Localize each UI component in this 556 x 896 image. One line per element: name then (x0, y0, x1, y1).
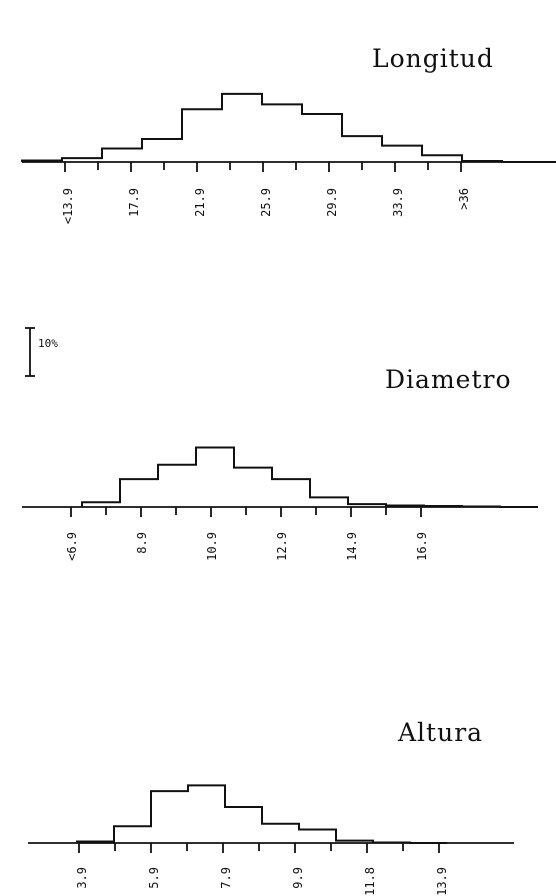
x-tick-label: <13.9 (61, 188, 75, 224)
histogram-bar (225, 807, 262, 843)
x-tick-label: 17.9 (127, 188, 141, 217)
histogram-outline (21, 92, 556, 163)
x-tick-label: 33.9 (391, 188, 405, 217)
histogram-bar (422, 155, 462, 162)
histogram-bar (234, 468, 272, 507)
x-tick-label: 13.9 (435, 867, 449, 896)
histogram-bar (310, 497, 348, 507)
histogram-bar (114, 826, 151, 843)
x-tick-label: 8.9 (135, 532, 149, 554)
x-tick-label: < 3.9 (75, 867, 89, 896)
x-tick-label: 29.9 (325, 188, 339, 217)
panel-longitud: <13.9 17.9 21.9 25.9 29.9 33.9 >36 Longitud (21, 44, 556, 224)
histogram-bar (262, 824, 299, 843)
histogram-bar (262, 104, 302, 162)
histogram-bar (188, 785, 225, 843)
x-tick-label: 9.9 (291, 867, 305, 889)
histogram-outline (76, 784, 447, 844)
histogram-bar (299, 830, 336, 843)
histogram-bar (182, 109, 222, 162)
histogram-bar (102, 149, 142, 162)
chart-title: Longitud (372, 44, 494, 73)
x-tick-label: 25.9 (259, 188, 273, 217)
x-tick-label: >36 (457, 188, 471, 210)
chart-title: Altura (397, 718, 483, 747)
scale-bar: 10% (25, 327, 58, 377)
histogram-bar (342, 136, 382, 162)
histogram-bar (120, 479, 158, 507)
x-tick-label: <6.9 (65, 532, 79, 561)
chart-title: Diametro (385, 365, 512, 394)
histogram-bar (302, 114, 342, 162)
x-tick-label: 10.9 (205, 532, 219, 561)
histogram-outline (81, 446, 538, 508)
histogram-bar (382, 146, 422, 162)
x-tick-label: 7.9 (219, 867, 233, 889)
x-tick-label: 14.9 (345, 532, 359, 561)
histogram-bar (272, 479, 310, 507)
histogram-bar (196, 447, 234, 507)
panel-altura: < 3.9 5.9 7.9 9.9 11.8 13.9 Altura (28, 718, 514, 896)
scale-bar-label: 10% (38, 337, 58, 350)
x-tick-label: 12.9 (275, 532, 289, 561)
panel-diametro: <6.9 8.9 10.9 12.9 14.9 16.9 Diametro (22, 365, 538, 561)
x-tick-label: 16.9 (415, 532, 429, 561)
histogram-bar (158, 465, 196, 507)
x-tick-label: 21.9 (193, 188, 207, 217)
histogram-bar (151, 791, 188, 843)
histogram-bar (142, 139, 182, 162)
x-tick-label: 11.8 (363, 867, 377, 896)
histogram-bar (222, 94, 262, 162)
x-tick-label: 5.9 (147, 867, 161, 889)
